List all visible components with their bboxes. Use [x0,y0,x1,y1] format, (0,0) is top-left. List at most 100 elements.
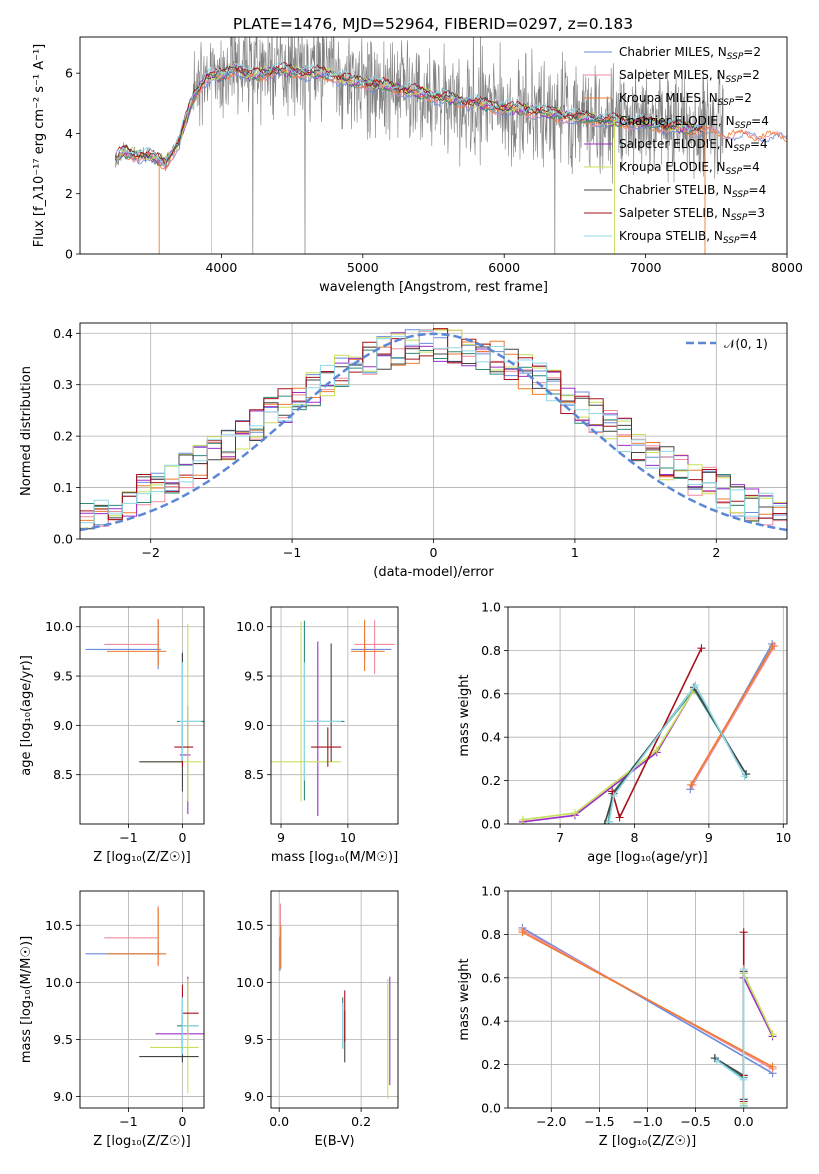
legend-label: 𝒩(0, 1) [724,337,768,351]
mass-weight-point [687,780,696,789]
x-tick-label: −2 [141,545,159,560]
mass-weight-series [716,969,745,1106]
y-tick-label: 0.3 [53,377,73,392]
mass-weight-point [739,1075,748,1084]
axes-frame [79,606,205,825]
mass-weight-point [768,642,777,651]
mass-weight-point [739,965,748,974]
legend-eq: = [751,114,761,128]
legend-n-label: , N [709,160,726,174]
mass-weight-point [609,791,618,800]
x-tick-label: 6000 [488,260,520,275]
legend-n-subscript: SSP [723,236,740,246]
x-tick-label: 10 [775,830,791,845]
y-tick-label: 0 [65,247,73,262]
mass-weight-series [521,927,774,1074]
legend-n-subscript: SSP [731,213,748,223]
y-axis-label: mass weight [457,958,472,1040]
legend-n-label: , N [710,45,727,59]
x-tick-label: 9 [705,830,713,845]
y-tick-label: 10.0 [45,619,73,634]
legend-eq: = [749,183,759,197]
axes-frame [270,606,399,825]
y-axis-label: mass [log₁₀(M/M☉)] [19,936,34,1063]
y-tick-label: 9.0 [53,1089,73,1104]
x-tick-label: 7000 [630,260,662,275]
legend-nssp: 2 [744,91,752,105]
legend-nssp: 4 [760,137,768,151]
y-tick-label: 9.5 [53,669,73,684]
y-tick-label: 0.1 [53,480,73,495]
x-tick-label: 0 [178,1114,186,1129]
mass-weight-point [615,813,624,822]
model-spectrum-line [115,62,703,165]
axes-frame [79,890,205,1109]
figure-title: PLATE=1476, MJD=52964, FIBERID=0297, z=0… [233,15,633,33]
legend-model-name: Chabrier MILES [619,45,710,59]
mass-weight-point [697,644,706,653]
y-tick-label: 0.0 [481,1101,501,1116]
y-tick-label: 0.8 [481,927,501,942]
legend-eq: = [742,160,752,174]
legend-label: Chabrier ELODIE, NSSP=4 [619,114,769,131]
y-tick-label: 0.2 [53,429,73,444]
mass-weight-point [518,815,527,824]
y-tick-label: 10.0 [236,975,264,990]
y-tick-label: 9.5 [244,1032,264,1047]
x-axis-label: (data-model)/error [373,565,494,580]
panel-massweight-vs-age: 7 8 9 10 0.0 0.2 0.4 0.6 0.8 1.0 age [log₁₀(age/yr… [457,600,791,866]
legend-nssp: 2 [753,45,761,59]
x-tick-label: 1 [571,545,579,560]
y-tick-label: 0.8 [481,643,501,658]
legend-label: Kroupa STELIB, NSSP=4 [619,229,757,246]
residual-legend: 𝒩(0, 1) [686,337,768,351]
legend-label: Salpeter ELODIE, NSSP=4 [619,137,768,154]
axes-frame [507,606,788,825]
legend-n-subscript: SSP [735,121,752,131]
x-axis-label: mass [log₁₀(M/M☉)] [271,850,398,865]
plot-area-age-vs-mass [271,619,395,817]
axes-frame [270,890,399,1109]
y-tick-label: 9.5 [244,669,264,684]
panel-residual-hist: −2 −1 0 1 2 0.0 0.1 0.2 0.3 0.4 (data-model)/error… [19,322,788,580]
y-tick-label: 0.6 [481,970,501,985]
panel-massweight-vs-z: −2.0 −1.5 −1.0 −0.5 0.0 0.0 0.2 0.4 0.6 0.8 1.0 Z [… [457,884,788,1149]
y-tick-label: 10.5 [236,918,264,933]
mass-weight-point [686,785,695,794]
mass-weight-series [691,645,776,786]
mass-weight-series [522,689,695,823]
model-spectrum-line [115,67,787,170]
legend-model-name: Kroupa ELODIE [619,160,709,174]
y-tick-label: 2 [65,186,73,201]
y-axis-label: Normed distribution [19,366,34,496]
y-tick-label: 9.0 [244,1089,264,1104]
legend-n-label: , N [701,91,718,105]
legend-label: Kroupa ELODIE, NSSP=4 [619,160,760,177]
x-tick-label: 0 [430,545,438,560]
y-tick-label: 8.5 [244,767,264,782]
model-spectrum-line [115,67,787,170]
axes-frame [507,890,788,1109]
panel-mass-vs-z: −1 0 9.0 9.5 10.0 10.5 Z [log₁₀(Z/Z☉)] mass [lo… [19,890,205,1149]
mass-weight-series [611,647,703,820]
y-tick-label: 0.4 [481,730,501,745]
legend-nssp: 4 [761,114,769,128]
legend-n-subscript: SSP [733,144,750,154]
y-axis-label: mass weight [457,674,472,756]
plot-area-age-vs-z [85,618,204,815]
y-tick-label: 0.0 [481,817,501,832]
mass-weight-point [712,1056,721,1065]
x-tick-label: 0.2 [351,1114,371,1129]
x-tick-label: −1 [119,1114,137,1129]
x-tick-label: −1 [283,545,301,560]
panel-age-vs-z: −1 0 8.5 9.0 9.5 10.0 Z [log₁₀(Z/Z☉)] age [log₁… [19,606,205,865]
mass-weight-point [652,746,661,755]
legend-model-name: Salpeter ELODIE [619,137,717,151]
model-spectrum-line [114,60,703,166]
mass-weight-series [714,971,745,1100]
mass-weight-point [600,820,609,824]
legend-model-name: Salpeter MILES [619,68,709,82]
y-tick-label: 10.0 [45,975,73,990]
